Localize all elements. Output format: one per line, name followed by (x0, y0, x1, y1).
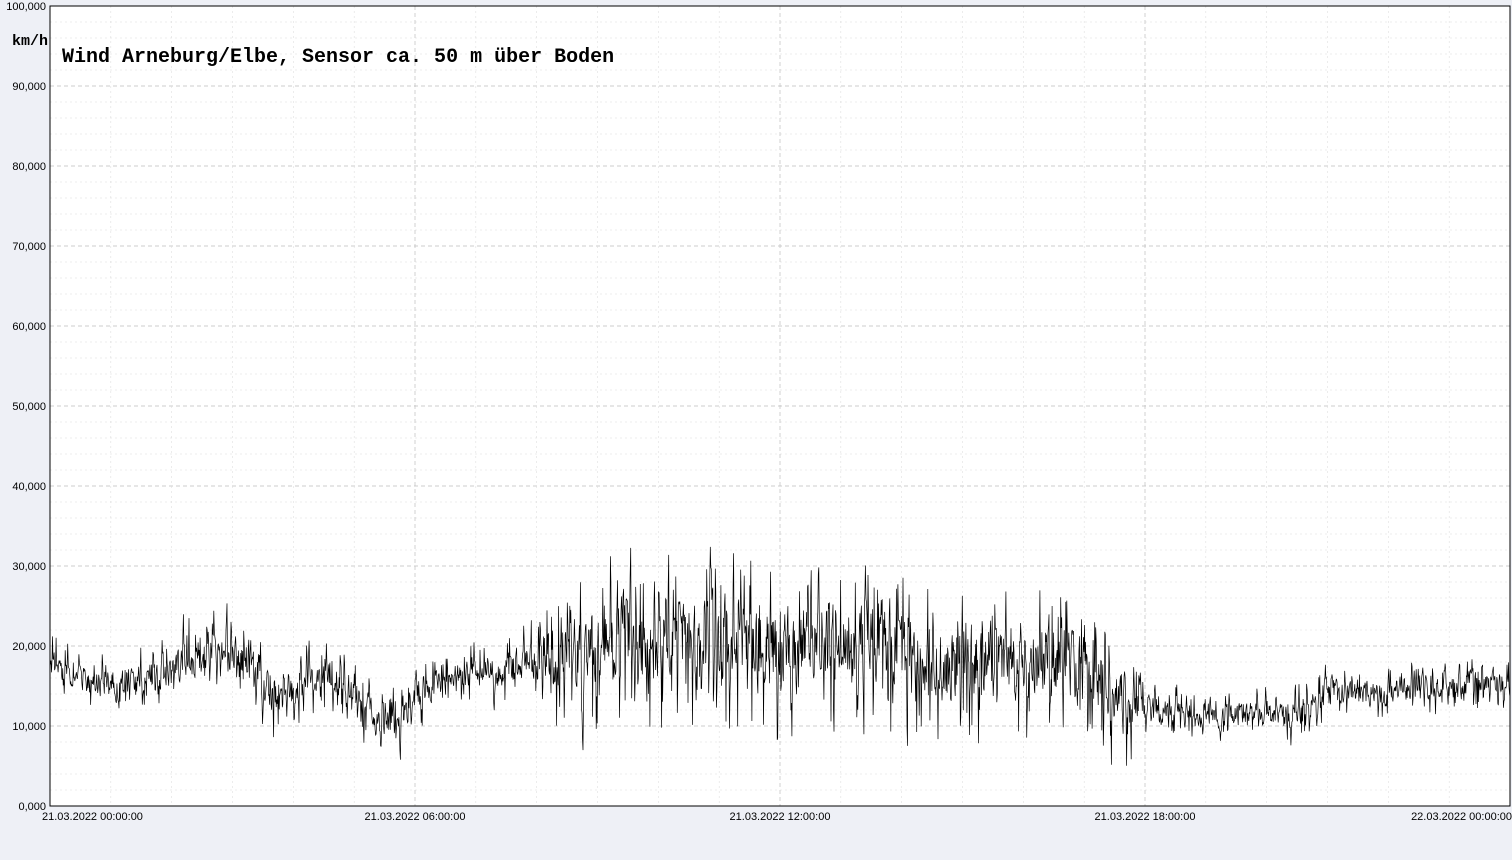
x-tick-label: 22.03.2022 00:00:00 (1411, 811, 1512, 823)
wind-chart: 0,00010,00020,00030,00040,00050,00060,00… (0, 0, 1512, 860)
x-tick-label: 21.03.2022 18:00:00 (1095, 811, 1196, 823)
y-tick-label: 40,000 (12, 481, 46, 493)
y-tick-label: 30,000 (12, 561, 46, 573)
y-tick-label: 50,000 (12, 401, 46, 413)
unit-label: km/h (12, 33, 48, 50)
y-tick-label: 20,000 (12, 641, 46, 653)
y-tick-label: 80,000 (12, 161, 46, 173)
y-tick-label: 90,000 (12, 81, 46, 93)
x-tick-label: 21.03.2022 12:00:00 (730, 811, 831, 823)
chart-container: 0,00010,00020,00030,00040,00050,00060,00… (0, 0, 1512, 860)
y-tick-label: 100,000 (6, 1, 46, 13)
x-tick-label: 21.03.2022 00:00:00 (42, 811, 143, 823)
y-tick-label: 60,000 (12, 321, 46, 333)
chart-title: Wind Arneburg/Elbe, Sensor ca. 50 m über… (62, 46, 614, 69)
y-tick-label: 70,000 (12, 241, 46, 253)
x-tick-label: 21.03.2022 06:00:00 (365, 811, 466, 823)
y-tick-label: 10,000 (12, 721, 46, 733)
